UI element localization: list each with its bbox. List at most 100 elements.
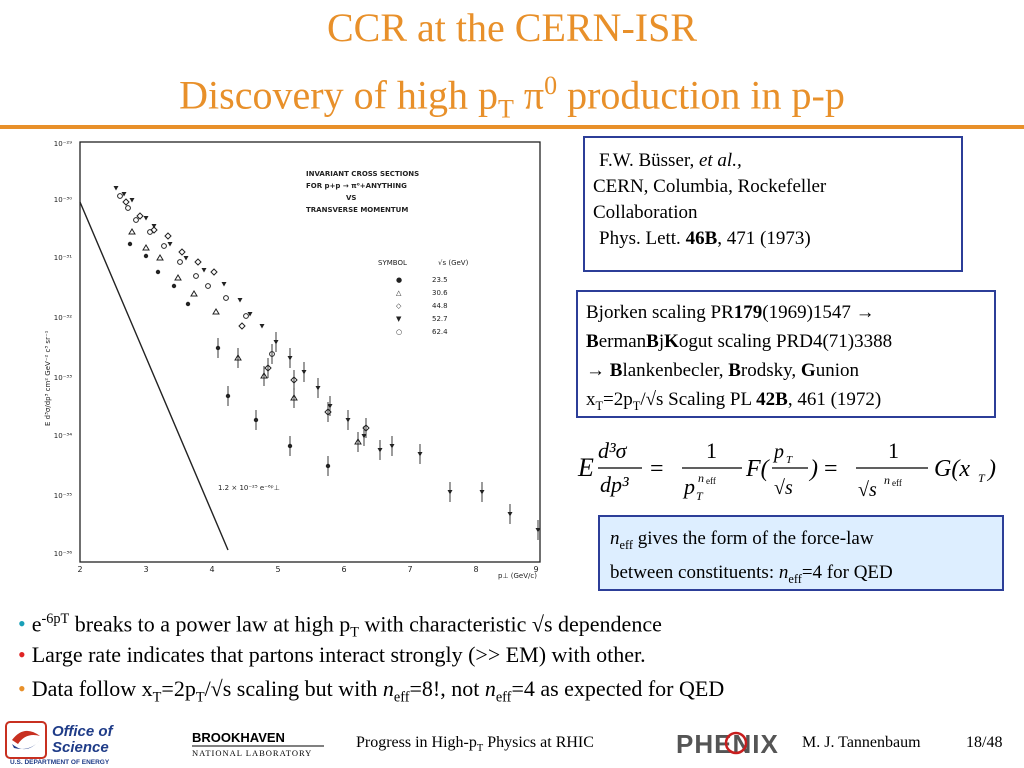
neff-symbol: n [778, 561, 789, 583]
brookhaven-logo: BROOKHAVEN NATIONAL LABORATORY [192, 730, 324, 758]
x-tick-label: 4 [209, 565, 214, 574]
formula-text: √s [858, 479, 877, 501]
bullet-superscript: -6pT [41, 611, 70, 627]
talk-title: Progress in High-pT Physics at RHIC [356, 734, 594, 754]
formula-text: eff [706, 476, 716, 486]
legend-symbol: ◇ [396, 302, 402, 310]
neff-line: between constituents: neff=4 for QED [610, 559, 992, 593]
ref-line: Collaboration [593, 202, 698, 223]
data-point-marker [129, 198, 135, 203]
title-text: CCR at the CERN-ISR [326, 5, 698, 50]
formula-text: p [682, 474, 695, 499]
bullet-item: • Large rate indicates that partons inter… [18, 640, 646, 670]
bullet-text: /√s scaling but with [204, 676, 383, 701]
title-text: π [513, 72, 545, 118]
neff-text: =4 for QED [801, 561, 893, 583]
neff-text: between constituents: [610, 561, 779, 583]
ref-text: , 461 (1972) [787, 389, 882, 410]
bullet-text: Large rate indicates that partons intera… [31, 642, 646, 667]
title-superscript: 0 [544, 71, 558, 100]
data-point-marker [143, 253, 149, 259]
bullet-text: n [484, 676, 496, 701]
ref-line: Bjorken scaling PR179(1969)1547 → [586, 298, 986, 327]
doe-logo-text: Office of [52, 723, 115, 740]
cross-section-plot: 10⁻²⁹ 10⁻³⁰ 10⁻³¹ 10⁻³² 10⁻³³ 10⁻³⁴ 10⁻³… [28, 136, 568, 580]
slide-title-line-2: Discovery of high pT π0 production in p-… [0, 64, 1024, 131]
data-point-marker [117, 193, 123, 199]
data-point-marker [147, 229, 153, 235]
title-text: production in p-p [557, 72, 845, 118]
page-number: 18/48 [966, 734, 1003, 751]
ref-text: x [586, 389, 596, 410]
ref-initial: G [800, 360, 816, 381]
y-tick-label: 10⁻³¹ [54, 254, 72, 262]
bullet-icon: • [18, 642, 26, 667]
phenix-logo-text: PHENIX [676, 729, 779, 759]
x-axis-label: p⊥ (GeV/c) [498, 572, 537, 580]
formula-text: n [698, 471, 704, 485]
ref-initial: B [728, 360, 741, 381]
data-point-marker [185, 301, 191, 307]
ref-text: ogut scaling PRD4(71)3388 [678, 331, 893, 352]
neff-text: gives the form of the force-law [632, 528, 874, 549]
y-tick-label: 10⁻³⁰ [54, 196, 72, 204]
formula-text: n [884, 473, 890, 487]
bullet-text: =8!, not [409, 676, 485, 701]
plot-frame [79, 141, 541, 563]
ref-et-al: et al., [698, 150, 742, 171]
neff-subscript: eff [619, 537, 633, 552]
data-points [113, 186, 541, 540]
doe-logo-text: Science [52, 739, 109, 756]
ref-line: xT=2pT/√s Scaling PL 42B, 461 (1972) [586, 385, 986, 421]
bullet-text: =4 as expected for QED [511, 676, 725, 701]
legend-value: 44.8 [432, 302, 448, 310]
title-text: Discovery of high p [179, 72, 498, 118]
data-point-marker [128, 228, 136, 235]
x-tick-label: 5 [275, 565, 280, 574]
bullet-subscript: T [152, 689, 162, 706]
data-point-marker [136, 212, 144, 220]
formula-text: = [824, 456, 838, 482]
y-tick-label: 10⁻³² [54, 314, 72, 322]
formula-text: √s [774, 477, 793, 499]
formula-text: d³σ [598, 438, 628, 463]
data-point-marker [156, 254, 164, 261]
legend-symbol: ○ [396, 328, 402, 336]
bullet-subscript: eff [393, 689, 410, 706]
bullet-item: • e-6pT breaks to a power law at high pT … [18, 604, 662, 648]
ref-text: union [815, 360, 859, 381]
data-point-marker [150, 226, 158, 234]
slide-title-line-1: CCR at the CERN-ISR [0, 6, 1024, 50]
bullet-subscript: eff [495, 689, 512, 706]
title-divider [0, 125, 1024, 129]
plot-header-line: FOR p+p → π⁰+ANYTHING [306, 182, 407, 190]
data-point-marker [143, 216, 149, 221]
plot-header-line: VS [346, 194, 356, 202]
data-point-marker [210, 268, 218, 276]
bullet-text: e [31, 611, 42, 637]
ref-line: BermanBjKogut scaling PRD4(71)3388 [586, 327, 986, 356]
legend-symbol: ▼ [396, 315, 402, 323]
data-point-marker [243, 313, 249, 319]
bullet-icon: • [18, 676, 26, 701]
legend-value: 23.5 [432, 276, 448, 284]
bullet-subscript: T [195, 689, 205, 706]
ref-subscript: T [632, 398, 641, 413]
formula-text: p [772, 441, 784, 463]
legend-value: 52.7 [432, 315, 448, 323]
ref-volume: 42B [756, 389, 788, 410]
y-tick-label: 10⁻³⁵ [54, 492, 72, 500]
ref-text: , 471 (1973) [717, 228, 811, 249]
title-subscript: T [498, 94, 514, 124]
formula-text: ) [808, 456, 818, 482]
neff-subscript: eff [788, 571, 802, 586]
ref-text: Phys. Lett. [599, 228, 686, 249]
data-point-marker [194, 258, 202, 266]
bnl-logo-text: NATIONAL LABORATORY [192, 748, 312, 758]
formula-text: G(x [934, 456, 970, 482]
phenix-logo: PHENIX [676, 729, 779, 759]
data-point-marker [167, 242, 173, 247]
ref-initial: B [646, 331, 659, 352]
ref-volume: 179 [733, 302, 763, 323]
ref-text: rodsky, [740, 360, 801, 381]
